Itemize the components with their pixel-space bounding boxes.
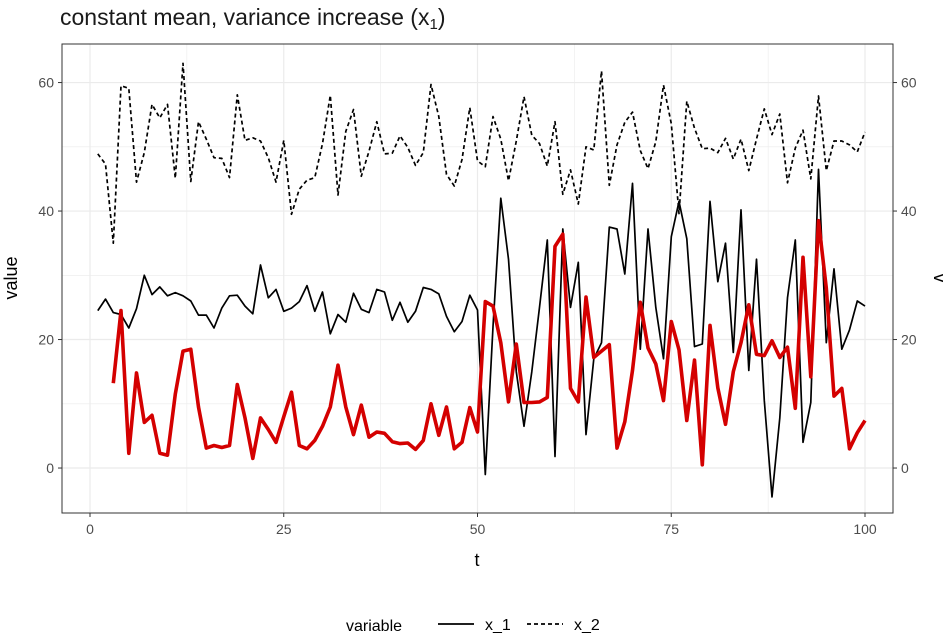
x-tick-label: 25 [276,521,292,537]
y-tick-label-right: 60 [901,75,917,91]
y-tick-label-right: 40 [901,203,917,219]
y-tick-label: 40 [38,203,54,219]
y-tick-label: 60 [38,75,54,91]
chart-title-subscript: 1 [429,16,438,33]
series-lines [97,62,867,498]
legend-title: variable [346,618,402,635]
chart-title-text: constant mean, variance increase (x [60,4,430,30]
y-axis-title: value [1,256,21,299]
y-tick-label: 0 [46,460,54,476]
x-axis-title: t [474,550,479,570]
chart-title: constant mean, variance increase (x1) [60,0,445,42]
x-tick-label: 50 [470,521,486,537]
y-axis-title-right: v [930,274,943,283]
axis-ticks: 0 25 50 75 100 0 0 20 20 40 40 60 60 [38,75,916,537]
series-line-red [111,218,867,467]
y-tick-label: 20 [38,332,54,348]
x-tick-label: 75 [663,521,679,537]
chart-title-close: ) [437,4,446,30]
legend: variable x_1 x_2 [346,617,600,635]
x-tick-label: 0 [86,521,94,537]
y-tick-label-right: 20 [901,332,917,348]
legend-label-x2: x_2 [574,617,600,634]
series-line-x2 [97,62,866,245]
legend-label-x1: x_1 [485,617,511,634]
y-tick-label-right: 0 [901,460,909,476]
x-tick-label: 100 [853,521,877,537]
